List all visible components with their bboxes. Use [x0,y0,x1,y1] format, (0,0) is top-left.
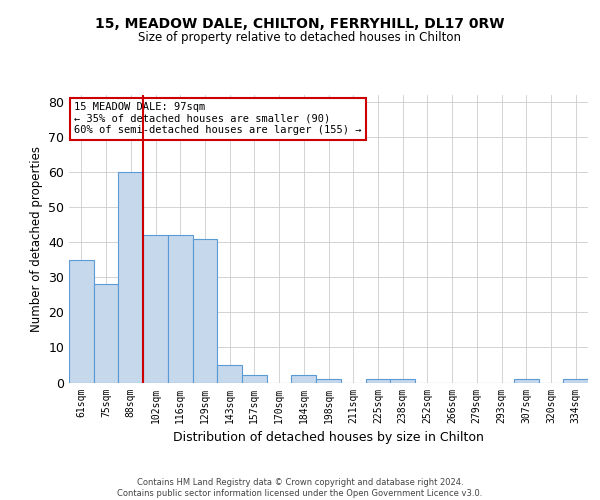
Bar [292,376,316,382]
Text: Size of property relative to detached houses in Chilton: Size of property relative to detached ho… [139,31,461,44]
Bar [168,235,193,382]
Text: 15, MEADOW DALE, CHILTON, FERRYHILL, DL17 0RW: 15, MEADOW DALE, CHILTON, FERRYHILL, DL1… [95,18,505,32]
Bar [118,172,143,382]
Bar [94,284,118,382]
Bar [390,379,415,382]
Bar [69,260,94,382]
Text: Contains HM Land Registry data © Crown copyright and database right 2024.
Contai: Contains HM Land Registry data © Crown c… [118,478,482,498]
Bar [316,379,341,382]
Bar [563,379,588,382]
Text: 15 MEADOW DALE: 97sqm
← 35% of detached houses are smaller (90)
60% of semi-deta: 15 MEADOW DALE: 97sqm ← 35% of detached … [74,102,362,136]
Y-axis label: Number of detached properties: Number of detached properties [29,146,43,332]
Bar [217,365,242,382]
Bar [193,239,217,382]
X-axis label: Distribution of detached houses by size in Chilton: Distribution of detached houses by size … [173,431,484,444]
Bar [242,376,267,382]
Bar [365,379,390,382]
Bar [514,379,539,382]
Bar [143,235,168,382]
